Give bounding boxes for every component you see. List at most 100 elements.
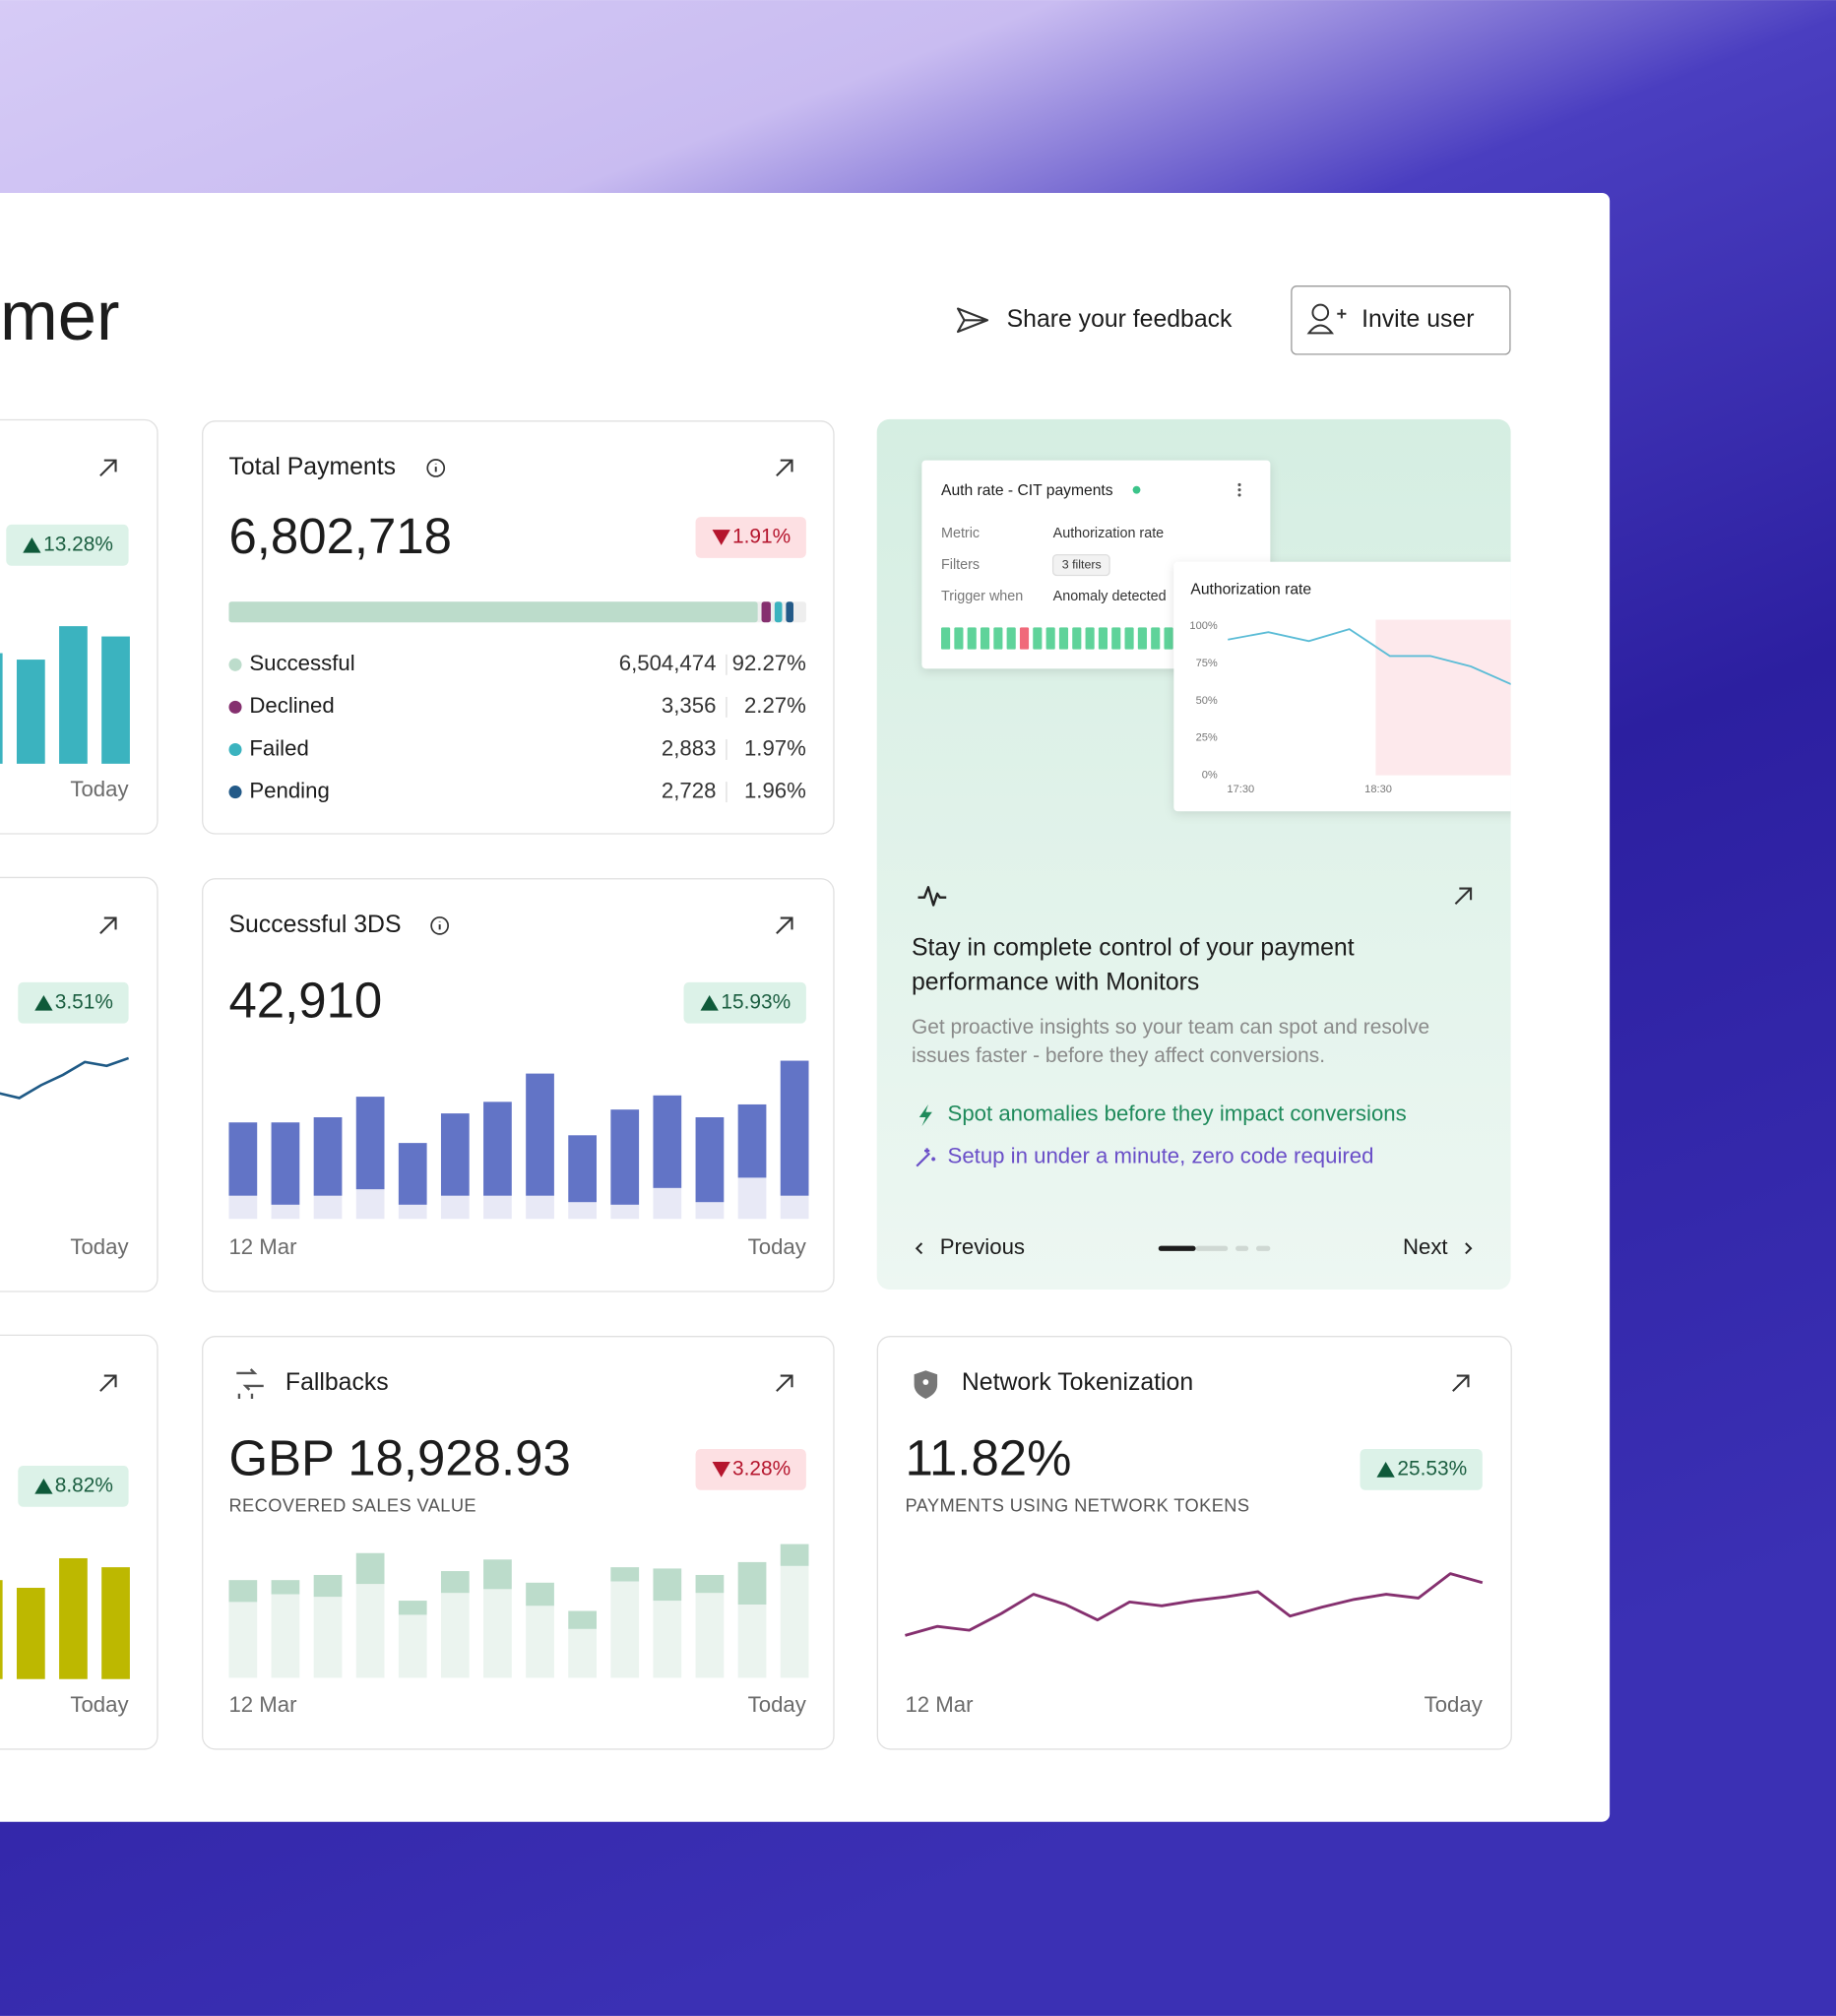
stacked-segment bbox=[786, 601, 793, 623]
bar-base bbox=[610, 1204, 640, 1220]
change-badge bbox=[18, 1465, 129, 1507]
bar-base bbox=[610, 1581, 640, 1678]
status-square bbox=[941, 627, 951, 650]
bar-base bbox=[398, 1614, 427, 1678]
bar-top bbox=[737, 1103, 767, 1178]
bar-base bbox=[780, 1565, 809, 1678]
bar-top bbox=[695, 1117, 725, 1203]
previous-button[interactable]: Previous bbox=[940, 1234, 1025, 1259]
bar bbox=[0, 1580, 3, 1679]
chevron-left bbox=[915, 1242, 923, 1255]
legend-percent: 1.96% bbox=[744, 778, 806, 802]
open-arrow[interactable] bbox=[776, 459, 793, 477]
page-title: mer bbox=[0, 277, 119, 354]
bullet: Spot anomalies before they impact conver… bbox=[948, 1101, 1407, 1125]
open-arrow[interactable] bbox=[1452, 1374, 1470, 1392]
card bbox=[202, 420, 835, 835]
field-label: Metric bbox=[941, 526, 980, 541]
legend-percent: 92.27% bbox=[732, 651, 806, 675]
bar-base bbox=[313, 1597, 343, 1678]
end-label: Today bbox=[70, 1234, 129, 1259]
legend-name: Successful bbox=[249, 651, 354, 675]
card-title: Fallbacks bbox=[285, 1369, 389, 1396]
change-badge bbox=[683, 981, 806, 1024]
bar-top bbox=[271, 1580, 300, 1595]
bar bbox=[101, 1567, 130, 1679]
change-triangle bbox=[23, 536, 41, 553]
legend-name: Failed bbox=[249, 735, 308, 760]
promo-body: Get proactive insights so your team can … bbox=[911, 1017, 1430, 1068]
bar-top bbox=[653, 1095, 682, 1188]
change-value: 3.28% bbox=[732, 1457, 791, 1480]
bar-top bbox=[271, 1122, 300, 1205]
bullet: Setup in under a minute, zero code requi… bbox=[948, 1143, 1374, 1167]
kebab-dot bbox=[1237, 493, 1241, 497]
bar-base bbox=[737, 1604, 767, 1678]
status-square bbox=[1151, 627, 1161, 650]
info-icon bbox=[430, 916, 449, 935]
status-square bbox=[1019, 627, 1030, 650]
bar bbox=[59, 626, 88, 764]
bar-top bbox=[313, 1574, 343, 1598]
bar-base bbox=[695, 1202, 725, 1220]
card-value: 6,802,718 bbox=[228, 508, 452, 564]
fallback-icon bbox=[236, 1368, 264, 1400]
kebab-dot bbox=[1237, 482, 1241, 487]
field-pill bbox=[1051, 553, 1110, 577]
status-square bbox=[1137, 627, 1147, 650]
field-label: Trigger when bbox=[941, 589, 1023, 604]
bar-top bbox=[610, 1567, 640, 1582]
monitor-title: Auth rate - CIT payments bbox=[941, 482, 1113, 499]
legend-percent: 1.97% bbox=[744, 735, 806, 760]
rate-title: Authorization rate bbox=[1190, 582, 1311, 598]
bar-top bbox=[653, 1568, 682, 1602]
bar-top bbox=[610, 1109, 640, 1205]
open-arrow[interactable] bbox=[99, 916, 117, 934]
open-arrow[interactable] bbox=[776, 916, 793, 934]
bar-top bbox=[440, 1571, 470, 1594]
status-square bbox=[1098, 627, 1108, 650]
open-arrow[interactable] bbox=[1454, 887, 1473, 905]
x-tick-label: 17:30 bbox=[1227, 784, 1254, 795]
card-title: Network Tokenization bbox=[962, 1369, 1193, 1396]
field-value: Anomaly detected bbox=[1053, 589, 1167, 604]
legend-count: 3,356 bbox=[662, 693, 717, 718]
open-arrow[interactable] bbox=[99, 459, 117, 477]
bar-top bbox=[695, 1574, 725, 1594]
end-label: Today bbox=[748, 1692, 807, 1717]
change-triangle bbox=[712, 1462, 730, 1478]
bar-base bbox=[526, 1606, 554, 1678]
next-button[interactable]: Next bbox=[1403, 1234, 1448, 1259]
bar bbox=[16, 660, 45, 764]
change-value: 15.93% bbox=[721, 990, 791, 1013]
rate-line bbox=[1228, 628, 1511, 686]
bar-base bbox=[355, 1584, 385, 1678]
bar bbox=[0, 653, 3, 764]
change-value: 25.53% bbox=[1397, 1457, 1467, 1480]
bar bbox=[16, 1588, 45, 1679]
legend-name: Pending bbox=[249, 778, 329, 802]
change-badge bbox=[695, 1448, 806, 1490]
promo-preview: Auth rate - CIT payments Metric Authorizat… bbox=[921, 460, 1511, 812]
start-label: 12 Mar bbox=[905, 1692, 974, 1717]
end-label: Today bbox=[748, 1234, 807, 1259]
bar bbox=[101, 636, 130, 764]
change-badge bbox=[6, 524, 129, 566]
change-badge bbox=[1360, 1448, 1483, 1490]
invite-button[interactable] bbox=[1291, 285, 1511, 355]
pager-active bbox=[1158, 1245, 1196, 1251]
feedback-link[interactable]: Share your feedback bbox=[1007, 306, 1233, 333]
y-tick-label: 0% bbox=[1202, 770, 1218, 782]
change-triangle bbox=[712, 530, 730, 545]
open-arrow[interactable] bbox=[99, 1374, 117, 1392]
card-value: 42,910 bbox=[228, 973, 382, 1029]
shield-dot bbox=[922, 1379, 929, 1385]
bar-top bbox=[355, 1552, 385, 1585]
legend-name: Declined bbox=[249, 693, 334, 718]
bar-top bbox=[568, 1610, 597, 1629]
change-value: 3.51% bbox=[55, 990, 113, 1013]
open-arrow[interactable] bbox=[776, 1374, 793, 1392]
field-label: Filters bbox=[941, 557, 980, 573]
bar-base bbox=[228, 1602, 258, 1678]
